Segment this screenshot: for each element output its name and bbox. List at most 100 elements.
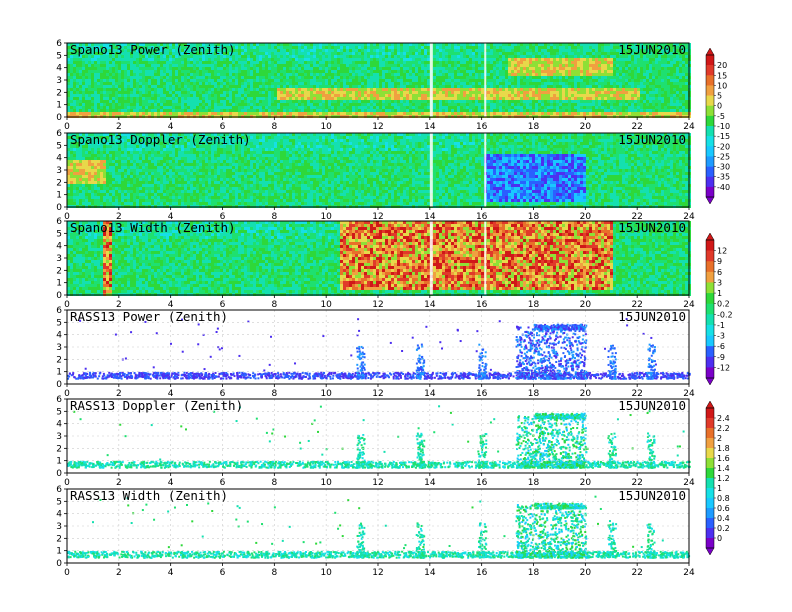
heatmap-cell xyxy=(115,64,118,67)
heatmap-cell xyxy=(286,106,289,109)
heatmap-cell xyxy=(70,58,73,61)
heatmap-cell xyxy=(313,100,316,103)
heatmap-cell xyxy=(310,82,313,85)
heatmap-cell xyxy=(268,46,271,49)
heatmap-cell xyxy=(157,79,160,82)
heatmap-cell xyxy=(97,91,100,94)
heatmap-cell xyxy=(85,58,88,61)
heatmap-cell xyxy=(82,109,85,112)
heatmap-cell xyxy=(139,67,142,70)
heatmap-cell xyxy=(274,55,277,58)
heatmap-cell xyxy=(304,109,307,112)
heatmap-cell xyxy=(226,70,229,73)
heatmap-cell xyxy=(208,112,211,115)
heatmap-cell xyxy=(376,88,379,91)
heatmap-cell xyxy=(343,79,346,82)
heatmap-cell xyxy=(319,79,322,82)
heatmap-cell xyxy=(118,61,121,64)
heatmap-cell xyxy=(109,76,112,79)
heatmap-cell xyxy=(241,88,244,91)
heatmap-cell xyxy=(241,64,244,67)
heatmap-cell xyxy=(370,112,373,115)
heatmap-cell xyxy=(226,97,229,100)
heatmap-cell xyxy=(340,85,343,88)
heatmap-cell xyxy=(100,85,103,88)
heatmap-cell xyxy=(316,58,319,61)
figure: 01234560 2 4 6 8 10 12 14 16 18 20 22 24Spano13 Powe… xyxy=(0,0,792,612)
heatmap-cell xyxy=(271,79,274,82)
heatmap-cell xyxy=(304,64,307,67)
heatmap-cell xyxy=(157,112,160,115)
heatmap-cell xyxy=(388,79,391,82)
heatmap-cell xyxy=(130,76,133,79)
heatmap-cell xyxy=(160,82,163,85)
heatmap-cell xyxy=(172,79,175,82)
heatmap-cell xyxy=(82,106,85,109)
heatmap-cell xyxy=(190,85,193,88)
heatmap-cell xyxy=(358,61,361,64)
heatmap-cell xyxy=(166,91,169,94)
heatmap-cell xyxy=(133,103,136,106)
heatmap-cell xyxy=(166,94,169,97)
heatmap-cell xyxy=(346,64,349,67)
heatmap-cell xyxy=(310,85,313,88)
heatmap-cell xyxy=(103,73,106,76)
heatmap-cell xyxy=(379,73,382,76)
heatmap-cell xyxy=(97,94,100,97)
heatmap-cell xyxy=(244,94,247,97)
heatmap-cell xyxy=(322,46,325,49)
heatmap-cell xyxy=(238,76,241,79)
heatmap-cell xyxy=(166,73,169,76)
heatmap-cell xyxy=(250,46,253,49)
heatmap-cell xyxy=(118,64,121,67)
heatmap-cell xyxy=(340,55,343,58)
heatmap-cell xyxy=(157,106,160,109)
heatmap-cell xyxy=(328,106,331,109)
heatmap-cell xyxy=(232,58,235,61)
heatmap-cell xyxy=(181,94,184,97)
heatmap-cell xyxy=(223,109,226,112)
heatmap-cell xyxy=(313,58,316,61)
heatmap-cell xyxy=(343,52,346,55)
heatmap-cell xyxy=(190,79,193,82)
heatmap-cell xyxy=(298,85,301,88)
heatmap-cell xyxy=(301,112,304,115)
heatmap-cell xyxy=(79,91,82,94)
heatmap-cell xyxy=(289,46,292,49)
heatmap-cell xyxy=(349,73,352,76)
heatmap-cell xyxy=(268,97,271,100)
heatmap-cell xyxy=(250,70,253,73)
heatmap-cell xyxy=(166,106,169,109)
heatmap-cell xyxy=(139,100,142,103)
heatmap-cell xyxy=(91,79,94,82)
heatmap-cell xyxy=(205,106,208,109)
heatmap-cell xyxy=(88,100,91,103)
heatmap-cell xyxy=(124,106,127,109)
heatmap-cell xyxy=(169,58,172,61)
heatmap-cell xyxy=(91,109,94,112)
heatmap-cell xyxy=(241,82,244,85)
heatmap-cell xyxy=(244,97,247,100)
heatmap-cell xyxy=(265,76,268,79)
heatmap-cell xyxy=(346,91,349,94)
heatmap-cell xyxy=(292,85,295,88)
heatmap-cell xyxy=(88,64,91,67)
heatmap-cell xyxy=(115,106,118,109)
heatmap-cell xyxy=(313,64,316,67)
heatmap-cell xyxy=(193,64,196,67)
heatmap-cell xyxy=(373,82,376,85)
heatmap-cell xyxy=(148,94,151,97)
heatmap-cell xyxy=(88,106,91,109)
heatmap-cell xyxy=(370,55,373,58)
heatmap-cell xyxy=(295,100,298,103)
heatmap-cell xyxy=(277,73,280,76)
heatmap-cell xyxy=(193,58,196,61)
heatmap-cell xyxy=(172,76,175,79)
heatmap-cell xyxy=(280,49,283,52)
heatmap-cell xyxy=(307,76,310,79)
heatmap-cell xyxy=(295,76,298,79)
heatmap-cell xyxy=(391,76,394,79)
heatmap-cell xyxy=(124,58,127,61)
heatmap-cell xyxy=(136,73,139,76)
heatmap-cell xyxy=(199,97,202,100)
